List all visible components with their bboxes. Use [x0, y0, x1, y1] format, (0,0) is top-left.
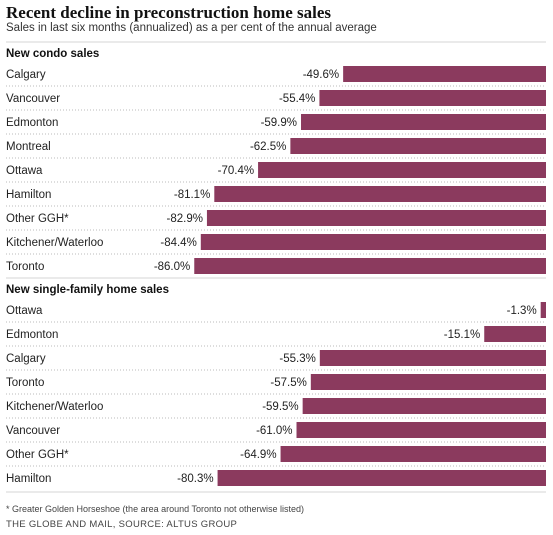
- category-label: Vancouver: [6, 93, 60, 105]
- category-label: Edmonton: [6, 329, 58, 341]
- chart-subtitle: Sales in last six months (annualized) as…: [6, 22, 377, 34]
- category-label: Ottawa: [6, 305, 43, 317]
- category-label: Calgary: [6, 69, 46, 81]
- category-label: Hamilton: [6, 189, 51, 201]
- data-label: -59.5%: [262, 401, 298, 413]
- category-label: Ottawa: [6, 165, 43, 177]
- source-credit: THE GLOBE AND MAIL, SOURCE: ALTUS GROUP: [6, 519, 238, 530]
- data-label: -49.6%: [303, 69, 339, 81]
- bar: [290, 138, 546, 154]
- footnote: * Greater Golden Horseshoe (the area aro…: [6, 504, 305, 514]
- data-label: -64.9%: [240, 449, 276, 461]
- bar: [214, 186, 546, 202]
- category-label: Vancouver: [6, 425, 60, 437]
- data-label: -55.4%: [279, 93, 315, 105]
- bar: [310, 374, 546, 390]
- bar: [280, 446, 546, 462]
- data-label: -84.4%: [160, 237, 196, 249]
- data-label: -81.1%: [174, 189, 210, 201]
- category-label: Montreal: [6, 141, 51, 153]
- bar: [301, 114, 546, 130]
- data-label: -59.9%: [261, 117, 297, 129]
- category-label: Calgary: [6, 353, 46, 365]
- bar: [217, 470, 546, 486]
- data-label: -86.0%: [154, 261, 190, 273]
- category-label: Other GGH*: [6, 213, 69, 225]
- bar: [206, 210, 546, 226]
- data-label: -82.9%: [167, 213, 203, 225]
- data-label: -1.3%: [507, 305, 537, 317]
- chart-title: Recent decline in preconstruction home s…: [6, 3, 332, 22]
- section-heading: New single-family home sales: [6, 284, 169, 296]
- category-label: Toronto: [6, 261, 44, 273]
- category-label: Kitchener/Waterloo: [6, 237, 103, 249]
- category-label: Hamilton: [6, 473, 51, 485]
- bar: [296, 422, 546, 438]
- data-label: -15.1%: [444, 329, 480, 341]
- bar: [319, 90, 546, 106]
- bar: [319, 350, 546, 366]
- bar: [484, 326, 546, 342]
- data-label: -61.0%: [256, 425, 292, 437]
- category-label: Toronto: [6, 377, 44, 389]
- category-label: Kitchener/Waterloo: [6, 401, 103, 413]
- bar-chart: New condo sales Calgary -49.6% Vancouver -55…: [6, 41, 546, 493]
- bar: [540, 302, 546, 318]
- data-label: -62.5%: [250, 141, 286, 153]
- section-heading: New condo sales: [6, 48, 99, 60]
- category-label: Other GGH*: [6, 449, 69, 461]
- category-label: Edmonton: [6, 117, 58, 129]
- bar: [258, 162, 546, 178]
- data-label: -55.3%: [279, 353, 315, 365]
- bar: [194, 258, 546, 274]
- bar: [343, 66, 546, 82]
- data-label: -80.3%: [177, 473, 213, 485]
- data-label: -57.5%: [270, 377, 306, 389]
- bar: [302, 398, 546, 414]
- bar: [200, 234, 546, 250]
- data-label: -70.4%: [218, 165, 254, 177]
